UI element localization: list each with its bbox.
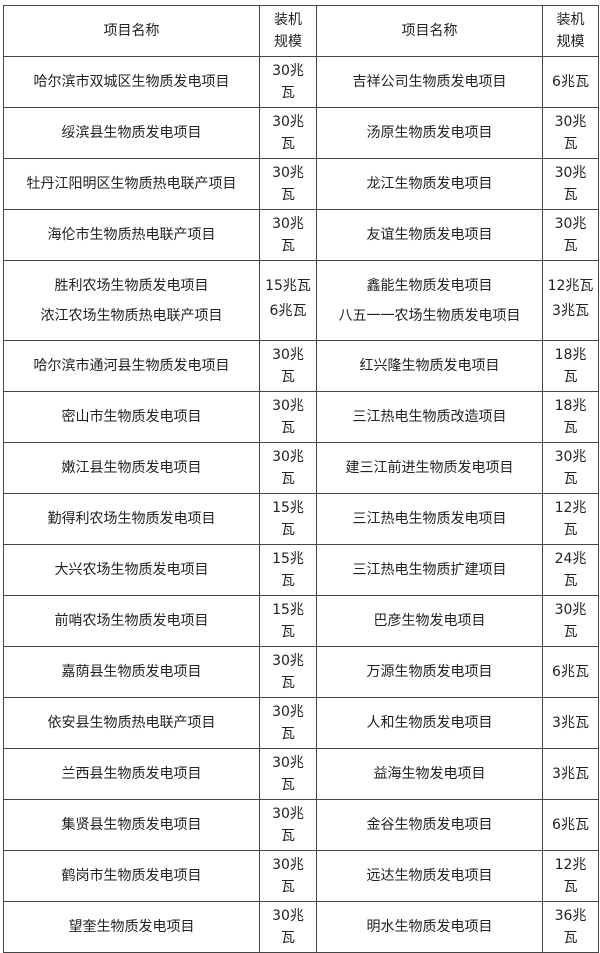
capacity-left: 30兆瓦 <box>259 442 317 494</box>
table-row: 嫩江县生物质发电项目 30兆瓦 建三江前进生物质发电项目 30兆瓦 <box>3 442 599 494</box>
table-row: 密山市生物质发电项目 30兆瓦 三江热电生物质改造项目 18兆瓦 <box>3 391 599 443</box>
capacity-left: 30兆瓦 <box>259 697 317 749</box>
table-row: 绥滨县生物质发电项目 30兆瓦 汤原生物质发电项目 30兆瓦 <box>3 107 599 159</box>
capacity-right: 12兆瓦 3兆瓦 <box>542 260 599 341</box>
capacity-right: 36兆瓦 <box>542 901 599 953</box>
capacity-left: 30兆瓦 <box>259 646 317 698</box>
project-name-right: 龙江生物质发电项目 <box>316 158 543 210</box>
project-name-right: 巴彦生物发电项目 <box>316 595 543 647</box>
capacity-right: 6兆瓦 <box>542 799 599 851</box>
project-name-left: 鹤岗市生物质发电项目 <box>3 850 260 902</box>
capacity-left: 15兆瓦 <box>259 544 317 596</box>
capacity-right: 12兆瓦 <box>542 493 599 545</box>
project-name-left: 密山市生物质发电项目 <box>3 391 260 443</box>
capacity-left: 15兆瓦 <box>259 595 317 647</box>
header-capacity-left: 装机规模 <box>259 5 317 57</box>
project-name-right: 明水生物质发电项目 <box>316 901 543 953</box>
capacity-right: 30兆瓦 <box>542 158 599 210</box>
header-capacity-right: 装机规模 <box>542 5 599 57</box>
table-row: 集贤县生物质发电项目 30兆瓦 金谷生物质发电项目 6兆瓦 <box>3 799 599 851</box>
table-row: 勤得利农场生物质发电项目 15兆瓦 三江热电生物质发电项目 12兆瓦 <box>3 493 599 545</box>
project-name-right: 万源生物质发电项目 <box>316 646 543 698</box>
capacity-right: 30兆瓦 <box>542 209 599 261</box>
header-project-name-left: 项目名称 <box>3 5 260 57</box>
table-row: 兰西县生物质发电项目 30兆瓦 益海生物发电项目 3兆瓦 <box>3 748 599 800</box>
table-row: 牡丹江阳明区生物质热电联产项目 30兆瓦 龙江生物质发电项目 30兆瓦 <box>3 158 599 210</box>
project-name-left: 嘉荫县生物质发电项目 <box>3 646 260 698</box>
capacity-right: 12兆瓦 <box>542 850 599 902</box>
project-name-right: 三江热电生物质改造项目 <box>316 391 543 443</box>
project-name: 八五一一农场生物质发电项目 <box>338 307 521 324</box>
project-name-right: 益海生物发电项目 <box>316 748 543 800</box>
capacity-right: 6兆瓦 <box>542 646 599 698</box>
capacity-left: 30兆瓦 <box>259 391 317 443</box>
project-name-left: 勤得利农场生物质发电项目 <box>3 493 260 545</box>
capacity-right: 18兆瓦 <box>542 391 599 443</box>
project-name-left: 望奎生物质发电项目 <box>3 901 260 953</box>
biomass-projects-table: 项目名称 装机规模 项目名称 装机规模 哈尔滨市双城区生物质发电项目 30兆瓦 吉祥… <box>3 5 599 953</box>
project-name-right: 鑫能生物质发电项目八五一一农场生物质发电项目 <box>316 260 543 341</box>
table-row: 望奎生物质发电项目 30兆瓦 明水生物质发电项目 36兆瓦 <box>3 901 599 953</box>
project-name-left: 牡丹江阳明区生物质热电联产项目 <box>3 158 260 210</box>
capacity: 6兆瓦 <box>269 302 307 319</box>
capacity-right: 30兆瓦 <box>542 442 599 494</box>
capacity-left: 15兆瓦 6兆瓦 <box>259 260 317 341</box>
capacity-right: 18兆瓦 <box>542 340 599 392</box>
header-row: 项目名称 装机规模 项目名称 装机规模 <box>3 5 599 57</box>
capacity-right: 24兆瓦 <box>542 544 599 596</box>
table-row: 哈尔滨市通河县生物质发电项目 30兆瓦 红兴隆生物质发电项目 18兆瓦 <box>3 340 599 392</box>
capacity-right: 6兆瓦 <box>542 56 599 108</box>
project-name-left: 依安县生物质热电联产项目 <box>3 697 260 749</box>
project-name-right: 吉祥公司生物质发电项目 <box>316 56 543 108</box>
capacity-left: 30兆瓦 <box>259 209 317 261</box>
table-row: 海伦市生物质热电联产项目 30兆瓦 友谊生物质发电项目 30兆瓦 <box>3 209 599 261</box>
project-name-right: 红兴隆生物质发电项目 <box>316 340 543 392</box>
project-name-right: 友谊生物质发电项目 <box>316 209 543 261</box>
table-row: 鹤岗市生物质发电项目 30兆瓦 远达生物质发电项目 12兆瓦 <box>3 850 599 902</box>
capacity-left: 30兆瓦 <box>259 56 317 108</box>
project-name-right: 人和生物质发电项目 <box>316 697 543 749</box>
project-name-right: 三江热电生物质扩建项目 <box>316 544 543 596</box>
project-name-left: 哈尔滨市双城区生物质发电项目 <box>3 56 260 108</box>
project-name-left: 大兴农场生物质发电项目 <box>3 544 260 596</box>
table-row: 嘉荫县生物质发电项目 30兆瓦 万源生物质发电项目 6兆瓦 <box>3 646 599 698</box>
capacity-left: 30兆瓦 <box>259 107 317 159</box>
project-name-right: 三江热电生物质发电项目 <box>316 493 543 545</box>
capacity: 3兆瓦 <box>552 302 589 319</box>
capacity-left: 30兆瓦 <box>259 901 317 953</box>
table-row: 哈尔滨市双城区生物质发电项目 30兆瓦 吉祥公司生物质发电项目 6兆瓦 <box>3 56 599 108</box>
project-name-right: 金谷生物质发电项目 <box>316 799 543 851</box>
project-name-left: 兰西县生物质发电项目 <box>3 748 260 800</box>
project-name-left: 哈尔滨市通河县生物质发电项目 <box>3 340 260 392</box>
project-name-left: 集贤县生物质发电项目 <box>3 799 260 851</box>
project-name-right: 建三江前进生物质发电项目 <box>316 442 543 494</box>
project-name: 浓江农场生物质热电联产项目 <box>40 307 223 324</box>
capacity: 12兆瓦 <box>547 277 594 294</box>
project-name-left: 绥滨县生物质发电项目 <box>3 107 260 159</box>
header-project-name-right: 项目名称 <box>316 5 543 57</box>
project-name: 胜利农场生物质发电项目 <box>54 277 209 294</box>
project-name-right: 汤原生物质发电项目 <box>316 107 543 159</box>
capacity-left: 30兆瓦 <box>259 799 317 851</box>
capacity-left: 15兆瓦 <box>259 493 317 545</box>
capacity-right: 30兆瓦 <box>542 107 599 159</box>
capacity-left: 30兆瓦 <box>259 158 317 210</box>
capacity-right: 3兆瓦 <box>542 697 599 749</box>
capacity-left: 30兆瓦 <box>259 748 317 800</box>
table-row: 依安县生物质热电联产项目 30兆瓦 人和生物质发电项目 3兆瓦 <box>3 697 599 749</box>
project-name-right: 远达生物质发电项目 <box>316 850 543 902</box>
capacity-left: 30兆瓦 <box>259 850 317 902</box>
project-name-left: 前哨农场生物质发电项目 <box>3 595 260 647</box>
table-row-merged: 胜利农场生物质发电项目 浓江农场生物质热电联产项目 15兆瓦 6兆瓦 鑫能生物质发电… <box>3 260 599 341</box>
project-name-left: 嫩江县生物质发电项目 <box>3 442 260 494</box>
capacity-right: 3兆瓦 <box>542 748 599 800</box>
capacity-left: 30兆瓦 <box>259 340 317 392</box>
project-name-left: 海伦市生物质热电联产项目 <box>3 209 260 261</box>
table-row: 前哨农场生物质发电项目 15兆瓦 巴彦生物发电项目 30兆瓦 <box>3 595 599 647</box>
project-name: 鑫能生物质发电项目 <box>366 277 493 294</box>
capacity: 15兆瓦 <box>265 277 311 294</box>
table-row: 大兴农场生物质发电项目 15兆瓦 三江热电生物质扩建项目 24兆瓦 <box>3 544 599 596</box>
capacity-right: 30兆瓦 <box>542 595 599 647</box>
project-name-left: 胜利农场生物质发电项目 浓江农场生物质热电联产项目 <box>3 260 260 341</box>
